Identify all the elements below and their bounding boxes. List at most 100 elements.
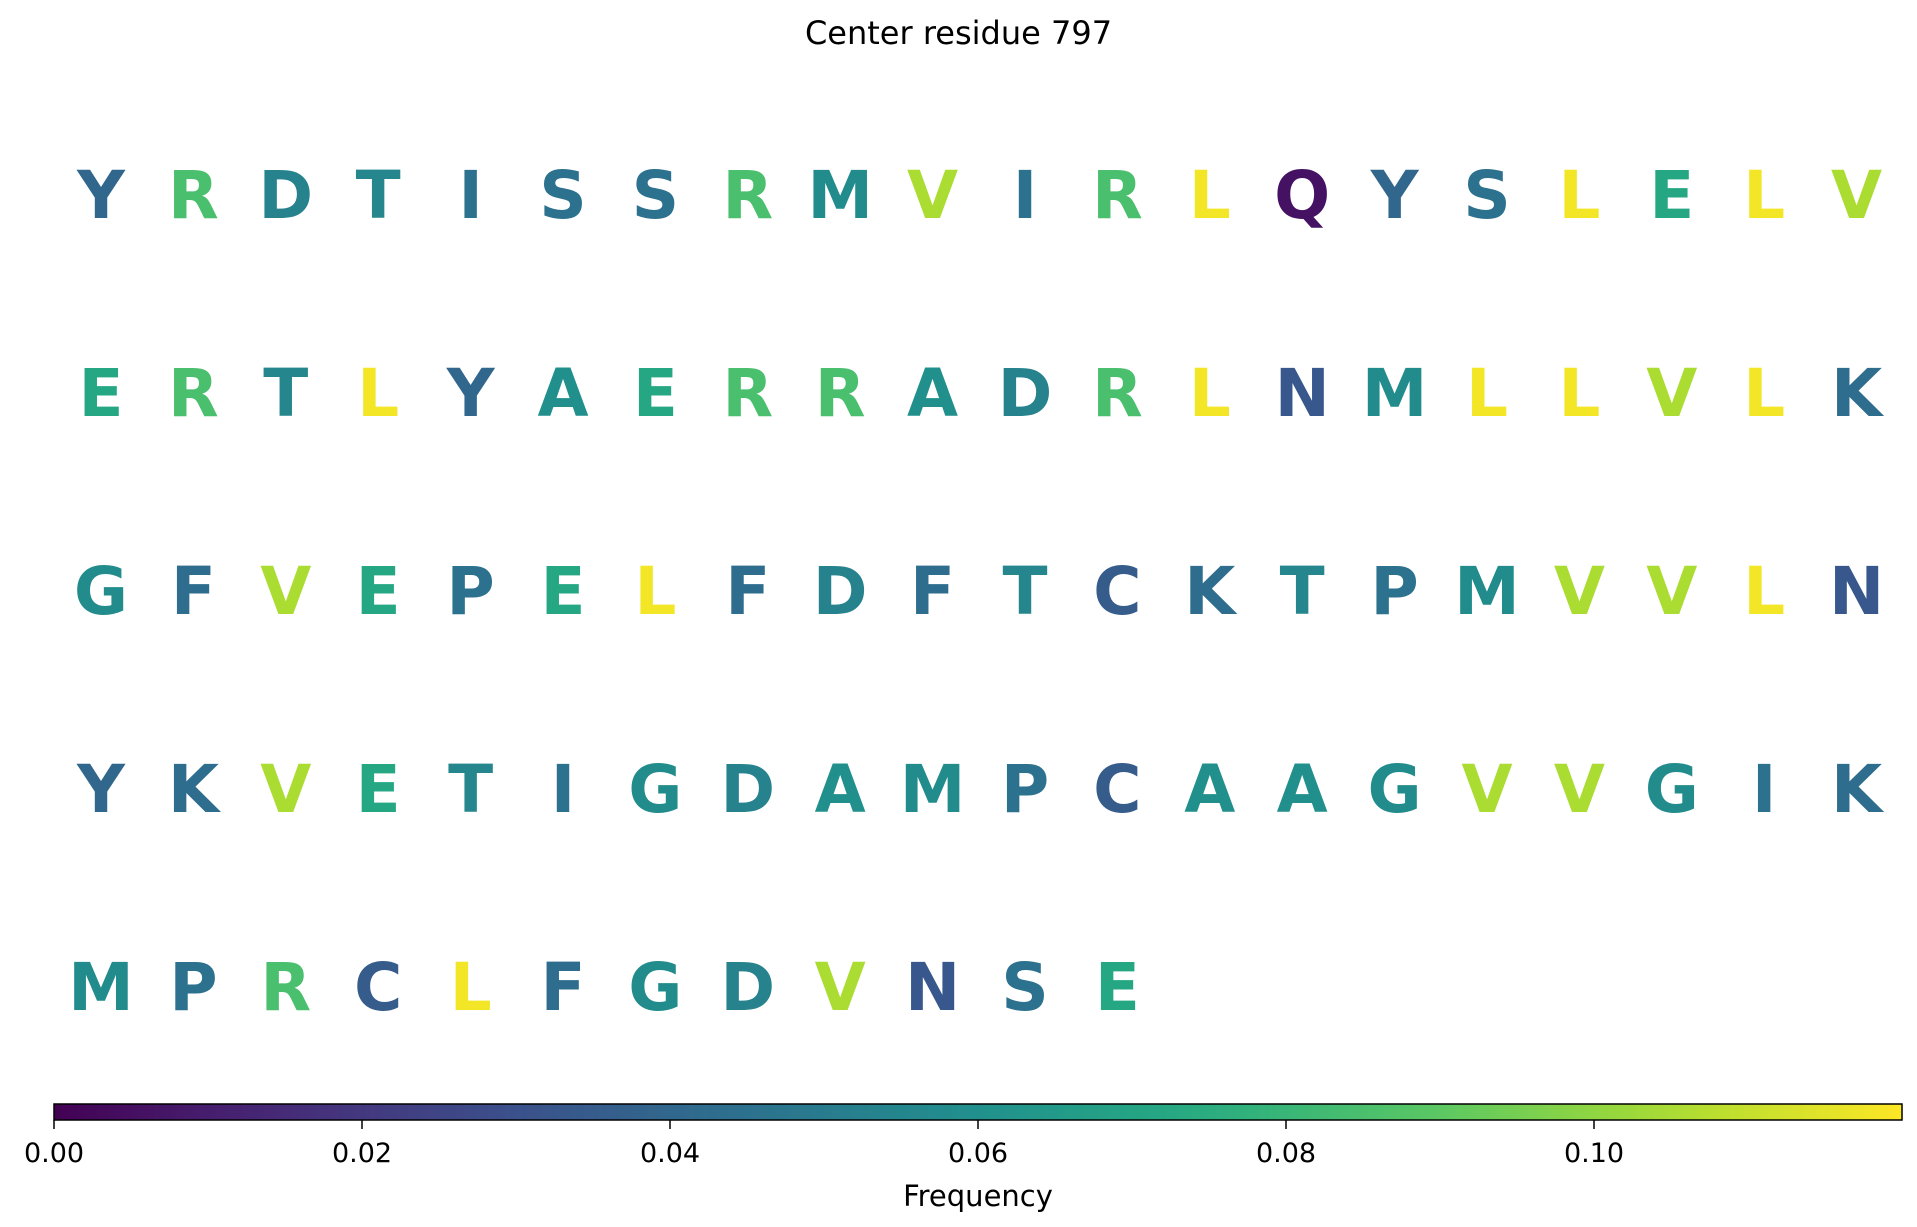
- residue-letter: I: [458, 157, 483, 234]
- residue-letter: T: [1279, 553, 1325, 630]
- residue-letter: E: [78, 355, 124, 432]
- residue-letter: M: [807, 157, 874, 234]
- residue-letter: T: [448, 751, 494, 828]
- residue-letter: K: [167, 751, 219, 828]
- residue-letter: L: [634, 553, 677, 630]
- residue-letter: E: [355, 751, 401, 828]
- residue-letter: R: [1091, 157, 1143, 234]
- residue-letter: E: [540, 553, 586, 630]
- residue-letter: M: [1454, 553, 1520, 630]
- residue-letter: F: [540, 949, 586, 1026]
- residue-letter: L: [357, 355, 400, 432]
- residue-letter: V: [1553, 751, 1605, 828]
- residue-letter: G: [1644, 751, 1699, 828]
- residue-letter: L: [1188, 157, 1231, 234]
- colorbar-tick-label: 0.06: [948, 1138, 1008, 1169]
- colorbar-tick-label: 0.08: [1256, 1138, 1316, 1169]
- residue-letter: E: [632, 355, 678, 432]
- residue-letter: D: [997, 355, 1053, 432]
- residue-letter: T: [355, 157, 401, 234]
- residue-letter: P: [169, 949, 218, 1026]
- colorbar-label: Frequency: [903, 1179, 1053, 1213]
- residue-letter: L: [1743, 157, 1786, 234]
- residue-letter: T: [263, 355, 309, 432]
- residue-letter: A: [1276, 751, 1328, 828]
- residue-letter: Y: [77, 751, 125, 828]
- residue-letter: C: [1093, 553, 1142, 630]
- residue-letter: E: [355, 553, 401, 630]
- residue-letter: A: [814, 751, 866, 828]
- residue-letter: M: [1361, 355, 1428, 432]
- residue-letter: G: [628, 751, 683, 828]
- residue-letter: V: [260, 751, 312, 828]
- residue-letter: L: [449, 949, 492, 1026]
- residue-letter: R: [722, 157, 774, 234]
- residue-letter: R: [260, 949, 312, 1026]
- residue-letter: L: [1558, 355, 1601, 432]
- colorbar-tick-label: 0.02: [332, 1138, 392, 1169]
- residue-letter: G: [1367, 751, 1422, 828]
- residue-letter: D: [720, 949, 776, 1026]
- residue-letter: R: [167, 355, 219, 432]
- residue-letter: Y: [1370, 157, 1419, 234]
- residue-letter: E: [1649, 157, 1695, 234]
- residue-letter: K: [1831, 355, 1883, 432]
- residue-letter: L: [1465, 355, 1509, 432]
- residue-letter: P: [1370, 553, 1419, 630]
- residue-letter: Y: [446, 355, 495, 432]
- residue-letter: N: [1274, 355, 1330, 432]
- residue-letter: I: [550, 751, 576, 828]
- residue-letter: G: [628, 949, 683, 1026]
- residue-letter: P: [446, 553, 495, 630]
- residue-letter: R: [814, 355, 866, 432]
- residue-letter: R: [167, 157, 219, 234]
- residue-letter: E: [1094, 949, 1140, 1026]
- residue-letter: P: [1000, 751, 1050, 828]
- residue-letter: A: [907, 355, 959, 432]
- residue-letter: S: [631, 157, 680, 234]
- residue-letter: V: [1646, 355, 1698, 432]
- colorbar-tick-label: 0.04: [640, 1138, 700, 1169]
- residue-letter: L: [1558, 157, 1601, 234]
- residue-letter: F: [725, 553, 771, 630]
- residue-letter: R: [1091, 355, 1143, 432]
- residue-letter: V: [907, 157, 959, 234]
- residue-letter: T: [1002, 553, 1048, 630]
- residue-letter: V: [814, 949, 866, 1026]
- residue-letter: F: [170, 553, 216, 630]
- residue-letter: M: [899, 751, 966, 828]
- residue-letter: K: [1831, 751, 1883, 828]
- residue-letter: A: [537, 355, 589, 432]
- residue-letter: R: [722, 355, 774, 432]
- residue-letter: D: [812, 553, 868, 630]
- residue-letter: S: [1463, 157, 1511, 234]
- residue-letter: N: [1828, 553, 1885, 630]
- residue-letter: N: [904, 949, 961, 1026]
- residue-letter: K: [1184, 553, 1236, 630]
- residue-letter: V: [1461, 751, 1513, 828]
- residue-letter: L: [1743, 355, 1786, 432]
- residue-letter: S: [539, 157, 587, 234]
- colorbar-tick-label: 0.00: [24, 1138, 84, 1169]
- residue-letter: A: [1184, 751, 1236, 828]
- residue-letter: Y: [77, 157, 125, 234]
- residue-letter: I: [1012, 157, 1038, 234]
- residue-letter: G: [73, 553, 129, 630]
- residue-letter: L: [1188, 355, 1231, 432]
- residue-letter: C: [353, 949, 403, 1026]
- residue-letter: V: [1553, 553, 1605, 630]
- colorbar-gradient: [53, 1103, 1903, 1121]
- residue-letter: V: [1831, 157, 1883, 234]
- residue-letter: L: [1743, 553, 1786, 630]
- residue-letter: F: [910, 553, 956, 630]
- residue-letter: V: [260, 553, 312, 630]
- residue-letter: S: [1001, 949, 1049, 1026]
- colorbar-tick-label: 0.10: [1564, 1138, 1624, 1169]
- residue-letter: D: [258, 157, 314, 234]
- residue-letter: Q: [1274, 157, 1331, 234]
- residue-letter: C: [1093, 751, 1142, 828]
